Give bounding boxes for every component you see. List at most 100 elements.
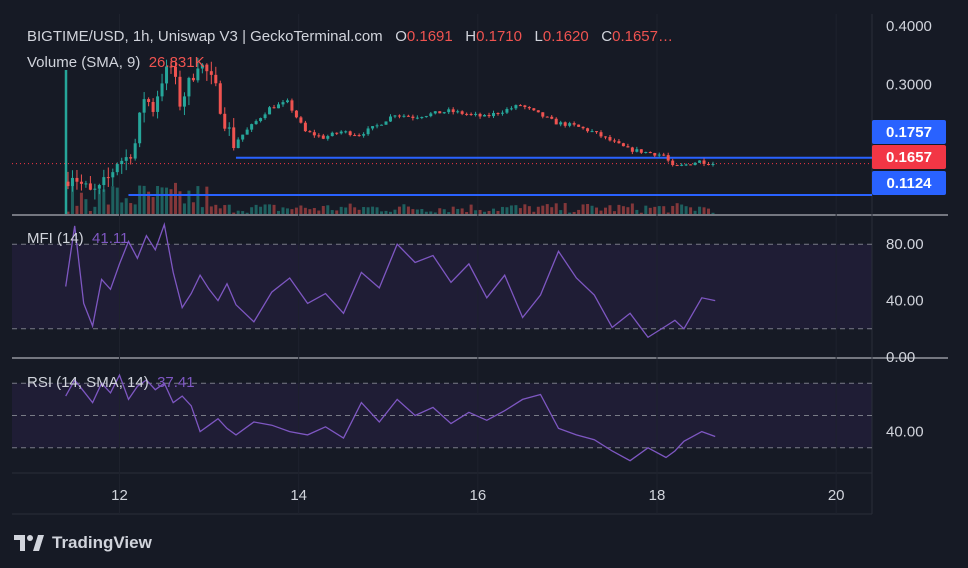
volume-bar — [187, 190, 191, 214]
volume-bar — [581, 204, 585, 214]
candle-body — [684, 164, 688, 166]
candle-body — [147, 99, 151, 102]
candle-body — [308, 131, 312, 133]
volume-bar — [241, 211, 245, 214]
candle-body — [88, 183, 92, 190]
candle-body — [581, 126, 585, 129]
volume-bar — [66, 211, 70, 214]
volume-bar — [303, 207, 307, 214]
candle-body — [478, 113, 482, 117]
candle-body — [554, 118, 558, 125]
price-tick-label: 0.4000 — [886, 18, 932, 35]
volume-bar — [612, 211, 616, 214]
candle-body — [129, 157, 133, 159]
volume-bar — [411, 209, 415, 214]
low-value: 0.1620 — [542, 28, 589, 45]
candle-body — [138, 112, 142, 144]
candle-body — [550, 116, 554, 119]
volume-bar — [702, 207, 706, 214]
volume-bar — [657, 206, 661, 214]
volume-bar — [711, 212, 715, 214]
volume-bar — [272, 204, 276, 214]
candle-body — [241, 134, 245, 140]
candle-body — [603, 136, 607, 138]
volume-bar — [156, 185, 160, 214]
volume-bar — [689, 207, 693, 214]
candle-body — [545, 116, 549, 118]
volume-bar — [505, 207, 509, 214]
candle-body — [362, 134, 366, 136]
volume-bar — [339, 206, 343, 214]
candle-body — [124, 157, 128, 161]
candle-body — [326, 136, 330, 139]
volume-bar — [568, 212, 572, 214]
candle-body — [339, 131, 343, 134]
volume-legend: Volume (SMA, 9) 26.831K — [27, 54, 205, 71]
candle-body — [595, 131, 599, 133]
candle-body — [393, 115, 397, 117]
volume-bar — [120, 202, 124, 214]
candle-body — [353, 135, 357, 137]
close-value: 0.1657… — [612, 28, 673, 45]
candle-body — [120, 160, 124, 165]
close-label: C — [601, 28, 613, 45]
candle-body — [106, 177, 110, 179]
volume-bar — [424, 211, 428, 214]
volume-bar — [268, 204, 272, 214]
candle-body — [335, 132, 339, 134]
open-value: 0.1691 — [406, 28, 453, 45]
candle-body — [263, 114, 267, 119]
time-tick-label: 12 — [111, 487, 128, 504]
volume-bar — [129, 203, 133, 214]
volume-bar — [250, 207, 254, 214]
candle-body — [66, 181, 70, 187]
candle-body — [621, 143, 625, 147]
price-tag-current: 0.1657 — [872, 145, 946, 169]
volume-bar — [299, 205, 303, 214]
volume-bar — [393, 209, 397, 214]
candle-body — [79, 181, 83, 184]
pair-title: BIGTIME/USD, 1h, Uniswap V3 | GeckoTermi… — [27, 28, 383, 45]
candle-body — [483, 114, 487, 117]
volume-bar — [214, 204, 218, 214]
volume-bar — [523, 204, 527, 214]
candle-body — [268, 107, 272, 115]
volume-bar — [106, 204, 110, 214]
candle-body — [626, 146, 630, 148]
candle-body — [653, 153, 657, 156]
volume-bar — [317, 210, 321, 214]
candle-body — [294, 110, 298, 118]
volume-bar — [308, 209, 312, 214]
candle-body — [711, 163, 715, 165]
candle-body — [442, 112, 446, 114]
candle-body — [487, 114, 491, 117]
candle-body — [160, 83, 164, 97]
volume-bar — [209, 206, 213, 214]
time-tick-label: 18 — [649, 487, 666, 504]
volume-bar — [142, 185, 146, 214]
volume-bar — [644, 205, 648, 214]
candle-body — [509, 108, 513, 110]
volume-bar — [433, 212, 437, 214]
mfi-tick-label: 80.00 — [886, 236, 924, 253]
mfi-tick-label: 40.00 — [886, 293, 924, 310]
candle-body — [156, 96, 160, 112]
volume-bar — [483, 211, 487, 214]
candle-body — [312, 132, 316, 136]
candle-body — [675, 165, 679, 167]
volume-bar — [380, 211, 384, 214]
volume-bar — [559, 210, 563, 214]
candle-body — [111, 172, 115, 178]
volume-bar — [639, 212, 643, 214]
volume-bar — [321, 205, 325, 214]
candle-body — [84, 183, 88, 185]
candle-body — [169, 66, 173, 68]
tradingview-logo[interactable]: TradingView — [14, 530, 152, 556]
volume-bar — [335, 210, 339, 214]
volume-bar — [684, 206, 688, 214]
high-label: H — [465, 28, 477, 45]
candle-body — [317, 135, 321, 137]
volume-bar — [603, 207, 607, 214]
brand-name: TradingView — [52, 533, 152, 552]
candle-body — [563, 122, 567, 126]
